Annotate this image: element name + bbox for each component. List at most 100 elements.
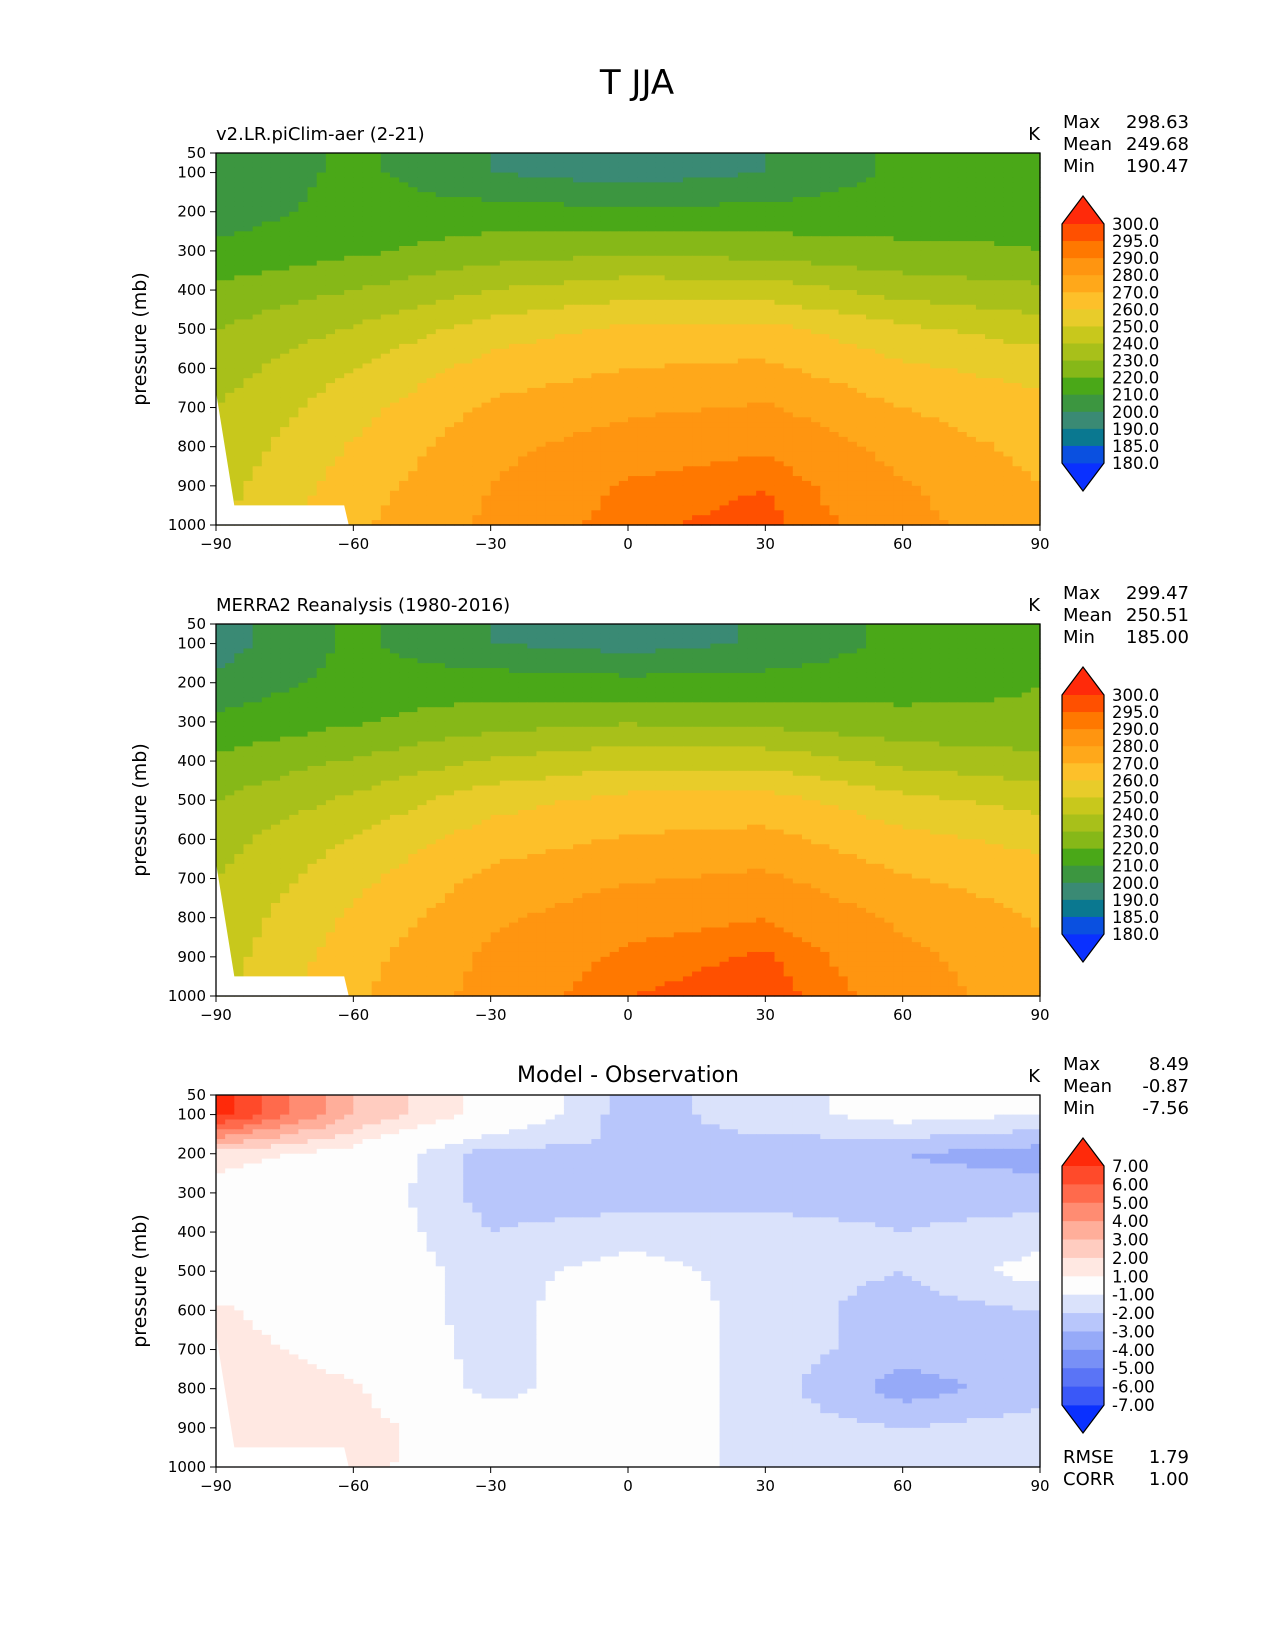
contour-cell xyxy=(792,329,803,335)
contour-cell xyxy=(655,353,666,360)
contour-cell xyxy=(499,309,510,316)
contour-cell xyxy=(426,216,437,223)
contour-cell xyxy=(994,260,1004,267)
contour-cell xyxy=(985,343,995,350)
contour-cell xyxy=(600,153,611,159)
contour-cell xyxy=(801,392,812,399)
contour-cell xyxy=(280,324,290,330)
contour-cell xyxy=(344,319,354,325)
contour-cell xyxy=(737,358,748,365)
contour-cell xyxy=(554,358,565,365)
contour-cell xyxy=(747,285,757,291)
contour-cell xyxy=(920,206,931,213)
contour-cell xyxy=(966,285,977,291)
contour-cell xyxy=(573,236,583,242)
contour-cell xyxy=(664,319,675,325)
contour-cell xyxy=(426,275,437,281)
contour-cell xyxy=(216,167,226,174)
contour-cell xyxy=(444,153,455,159)
contour-cell xyxy=(756,182,766,188)
contour-cell xyxy=(875,407,885,414)
contour-cell xyxy=(435,353,446,360)
contour-cell xyxy=(994,255,1004,262)
contour-cell xyxy=(829,319,840,325)
contour-cell xyxy=(628,157,638,164)
contour-cell xyxy=(426,265,437,272)
contour-cell xyxy=(737,241,748,247)
contour-cell xyxy=(664,192,675,198)
contour-cell xyxy=(591,314,602,321)
contour-cell xyxy=(747,309,757,316)
contour-cell xyxy=(362,392,373,399)
contour-cell xyxy=(536,314,547,321)
contour-cell xyxy=(261,153,272,159)
contour-cell xyxy=(1003,358,1014,365)
contour-cell xyxy=(344,339,354,345)
contour-cell xyxy=(801,387,812,394)
contour-cell xyxy=(270,250,281,257)
contour-cell xyxy=(975,378,986,384)
contour-cell xyxy=(335,309,345,316)
contour-cell xyxy=(325,343,336,350)
contour-cell xyxy=(481,290,492,296)
contour-cell xyxy=(426,353,437,360)
contour-cell xyxy=(646,157,657,164)
contour-cell xyxy=(307,265,318,272)
contour-cell xyxy=(426,221,437,228)
contour-cell xyxy=(325,392,336,399)
contour-cell xyxy=(1003,407,1014,414)
contour-cell xyxy=(747,373,757,379)
contour-cell xyxy=(856,304,867,311)
contour-cell xyxy=(325,206,336,213)
contour-cell xyxy=(563,383,574,389)
contour-cell xyxy=(225,275,235,281)
contour-cell xyxy=(820,334,831,340)
contour-cell xyxy=(701,153,711,159)
contour-cell xyxy=(856,402,867,409)
contour-cell xyxy=(774,373,785,379)
contour-cell xyxy=(344,201,354,208)
contour-cell xyxy=(234,231,245,237)
contour-cell xyxy=(582,275,592,281)
contour-cell xyxy=(737,334,748,340)
contour-cell xyxy=(792,339,803,345)
contour-cell xyxy=(801,397,812,404)
contour-cell xyxy=(829,294,840,301)
contour-cell xyxy=(692,216,702,223)
contour-cell xyxy=(371,226,382,232)
contour-cell xyxy=(801,226,812,232)
contour-cell xyxy=(701,334,711,340)
contour-cell xyxy=(939,182,950,188)
contour-cell xyxy=(472,241,483,247)
contour-cell xyxy=(856,348,867,355)
contour-cell xyxy=(518,397,528,404)
contour-cell xyxy=(362,309,373,316)
contour-cell xyxy=(701,216,711,223)
contour-cell xyxy=(994,392,1004,399)
contour-cell xyxy=(866,167,876,174)
contour-cell xyxy=(490,417,501,423)
contour-cell xyxy=(289,392,299,399)
contour-cell xyxy=(444,182,455,188)
contour-cell xyxy=(811,343,821,350)
contour-cell xyxy=(893,182,904,188)
contour-cell xyxy=(582,255,592,262)
contour-cell xyxy=(508,182,519,188)
contour-cell xyxy=(682,373,693,379)
contour-cell xyxy=(966,294,977,301)
contour-cell xyxy=(701,373,711,379)
contour-cell xyxy=(774,255,785,262)
contour-cell xyxy=(646,280,657,286)
contour-cell xyxy=(408,334,419,340)
contour-cell xyxy=(692,417,702,423)
contour-cell xyxy=(508,216,519,223)
contour-cell xyxy=(975,236,986,242)
contour-cell xyxy=(554,373,565,379)
contour-cell xyxy=(389,172,400,179)
contour-cell xyxy=(490,348,501,355)
contour-cell xyxy=(399,412,409,418)
contour-cell xyxy=(573,157,583,164)
contour-cell xyxy=(902,162,913,169)
contour-cell xyxy=(298,348,309,355)
contour-cell xyxy=(591,153,602,159)
